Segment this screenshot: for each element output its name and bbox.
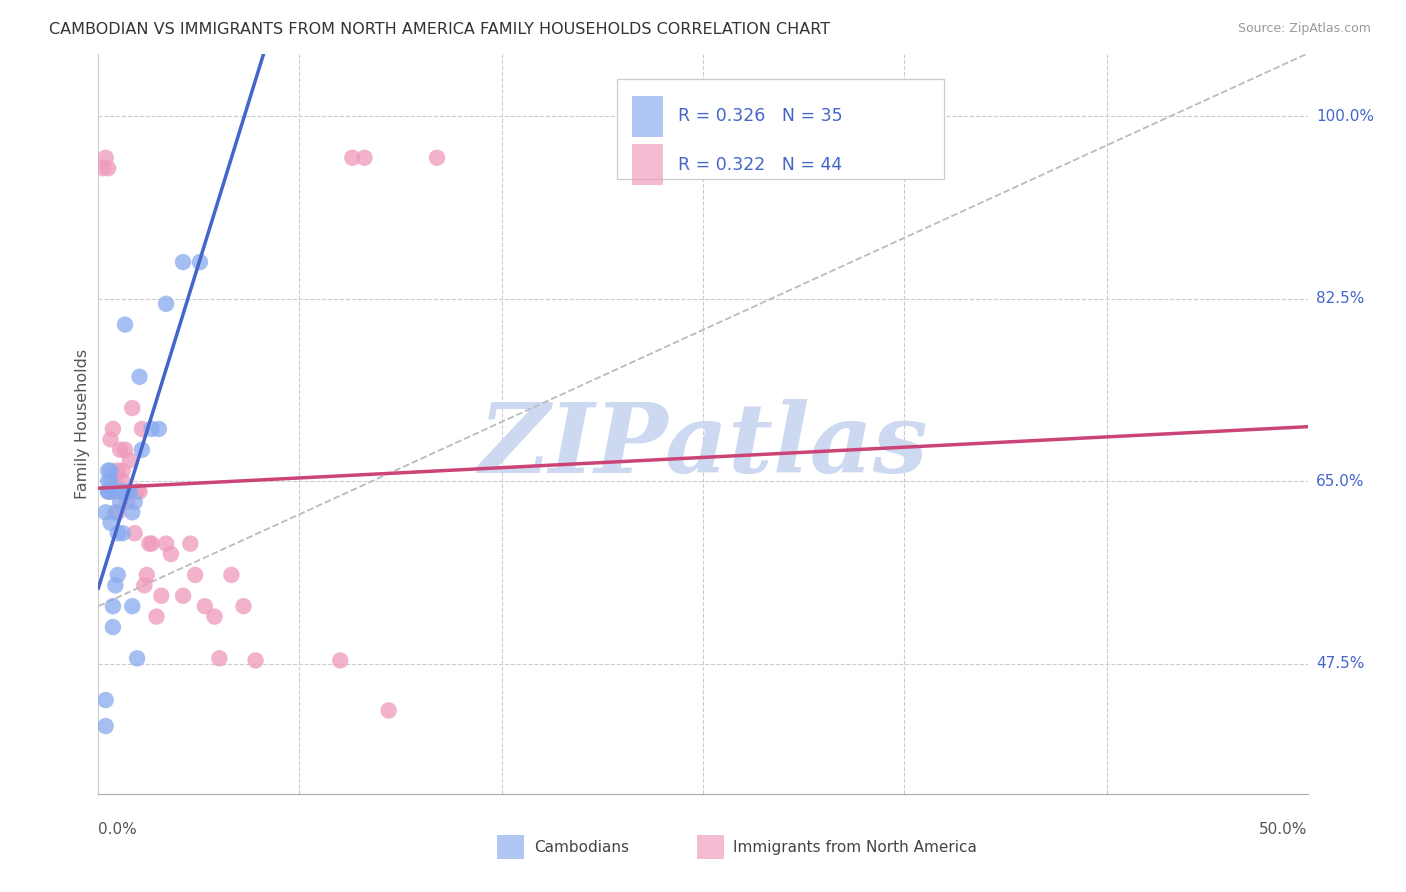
Point	[204, 609, 226, 624]
Point	[97, 484, 120, 499]
Point	[208, 651, 231, 665]
Point	[100, 516, 122, 530]
Point	[100, 464, 122, 478]
Point	[104, 505, 127, 519]
Point	[114, 442, 136, 457]
Point	[100, 484, 122, 499]
Point	[111, 474, 134, 488]
Bar	[697, 835, 724, 859]
Text: 50.0%: 50.0%	[1260, 822, 1308, 837]
Point	[100, 474, 122, 488]
Text: R = 0.326   N = 35: R = 0.326 N = 35	[678, 107, 842, 126]
Point	[426, 151, 449, 165]
Point	[377, 703, 399, 717]
Point	[100, 433, 122, 447]
Point	[118, 453, 141, 467]
Point	[108, 484, 131, 499]
Text: 47.5%: 47.5%	[1316, 656, 1364, 671]
Point	[94, 693, 117, 707]
Point	[194, 599, 217, 614]
Text: 65.0%: 65.0%	[1316, 474, 1364, 489]
Point	[104, 578, 127, 592]
Point	[97, 484, 120, 499]
Point	[101, 599, 124, 614]
Point	[94, 151, 117, 165]
Point	[111, 526, 134, 541]
Point	[101, 484, 124, 499]
Bar	[631, 145, 664, 185]
Point	[232, 599, 254, 614]
Point	[128, 484, 150, 499]
Point	[188, 255, 211, 269]
Point	[121, 505, 143, 519]
Point	[342, 151, 364, 165]
Point	[108, 495, 131, 509]
Point	[108, 484, 131, 499]
Y-axis label: Family Households: Family Households	[75, 349, 90, 499]
Point	[353, 151, 375, 165]
Point	[107, 526, 129, 541]
Text: ZIPatlas: ZIPatlas	[478, 399, 928, 493]
Point	[121, 599, 143, 614]
Text: 0.0%: 0.0%	[98, 822, 138, 837]
Point	[148, 422, 170, 436]
Point	[118, 484, 141, 499]
Point	[97, 161, 120, 176]
Point	[107, 505, 129, 519]
Point	[97, 474, 120, 488]
Text: Source: ZipAtlas.com: Source: ZipAtlas.com	[1237, 22, 1371, 36]
Text: R = 0.322   N = 44: R = 0.322 N = 44	[678, 155, 842, 174]
Point	[172, 589, 194, 603]
Point	[97, 464, 120, 478]
Point	[111, 464, 134, 478]
Point	[121, 401, 143, 415]
Point	[179, 536, 201, 550]
Point	[150, 589, 173, 603]
Point	[184, 568, 207, 582]
Text: Cambodians: Cambodians	[534, 839, 628, 855]
Point	[245, 653, 267, 667]
Point	[138, 536, 160, 550]
Text: 100.0%: 100.0%	[1316, 109, 1374, 124]
Point	[131, 422, 153, 436]
Point	[329, 653, 352, 667]
Point	[91, 161, 114, 176]
Point	[141, 422, 163, 436]
Point	[127, 651, 149, 665]
Point	[221, 568, 243, 582]
Point	[135, 568, 157, 582]
Bar	[498, 835, 524, 859]
Point	[131, 442, 153, 457]
Point	[101, 620, 124, 634]
Point	[172, 255, 194, 269]
Point	[94, 505, 117, 519]
Point	[107, 464, 129, 478]
Point	[160, 547, 183, 561]
Point	[145, 609, 167, 624]
Point	[128, 369, 150, 384]
Point	[117, 495, 139, 509]
Text: Immigrants from North America: Immigrants from North America	[734, 839, 977, 855]
Point	[100, 484, 122, 499]
FancyBboxPatch shape	[617, 79, 943, 179]
Point	[101, 422, 124, 436]
Point	[104, 474, 127, 488]
Point	[127, 484, 149, 499]
Point	[94, 719, 117, 733]
Point	[141, 536, 163, 550]
Point	[114, 318, 136, 332]
Point	[111, 484, 134, 499]
Point	[108, 442, 131, 457]
Bar	[631, 96, 664, 136]
Point	[124, 495, 146, 509]
Point	[134, 578, 156, 592]
Point	[117, 484, 139, 499]
Text: 82.5%: 82.5%	[1316, 291, 1364, 306]
Text: CAMBODIAN VS IMMIGRANTS FROM NORTH AMERICA FAMILY HOUSEHOLDS CORRELATION CHART: CAMBODIAN VS IMMIGRANTS FROM NORTH AMERI…	[49, 22, 831, 37]
Point	[107, 568, 129, 582]
Point	[124, 526, 146, 541]
Point	[155, 536, 177, 550]
Point	[155, 297, 177, 311]
